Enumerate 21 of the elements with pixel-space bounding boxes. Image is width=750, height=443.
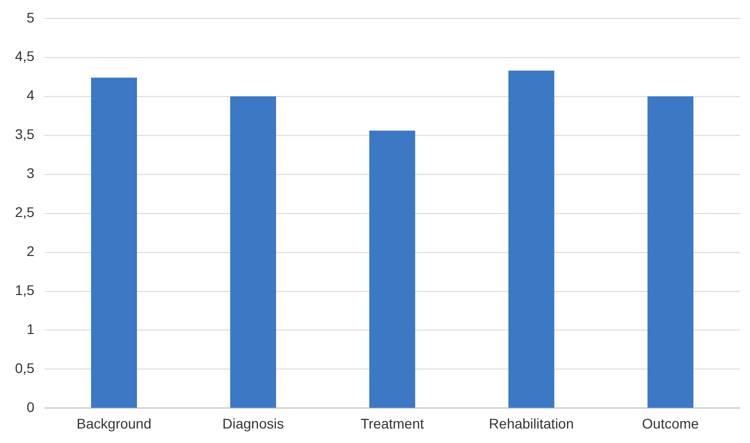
y-tick-label: 2	[26, 243, 35, 260]
y-tick-label: 1	[26, 321, 35, 338]
bar	[369, 130, 416, 408]
y-tick-label: 2,5	[14, 204, 35, 220]
x-tick-label: Diagnosis	[222, 415, 284, 432]
bar	[230, 96, 276, 408]
x-tick-label: Background	[76, 415, 152, 432]
y-tick-label: 3	[26, 165, 35, 182]
x-tick-label: Treatment	[360, 415, 424, 432]
x-tick-label: Rehabilitation	[488, 415, 574, 432]
bar	[91, 78, 137, 408]
y-tick-label: 4	[26, 87, 35, 104]
y-tick-label: 0	[26, 399, 35, 416]
y-tick-label: 3,5	[14, 126, 35, 142]
y-tick-label: 1,5	[14, 282, 35, 298]
bar	[508, 70, 554, 408]
bar	[647, 96, 694, 408]
y-tick-label: 4,5	[14, 48, 35, 64]
x-tick-label: Outcome	[642, 415, 700, 432]
y-tick-label: 0,5	[14, 360, 35, 376]
y-tick-label: 5	[26, 9, 35, 26]
